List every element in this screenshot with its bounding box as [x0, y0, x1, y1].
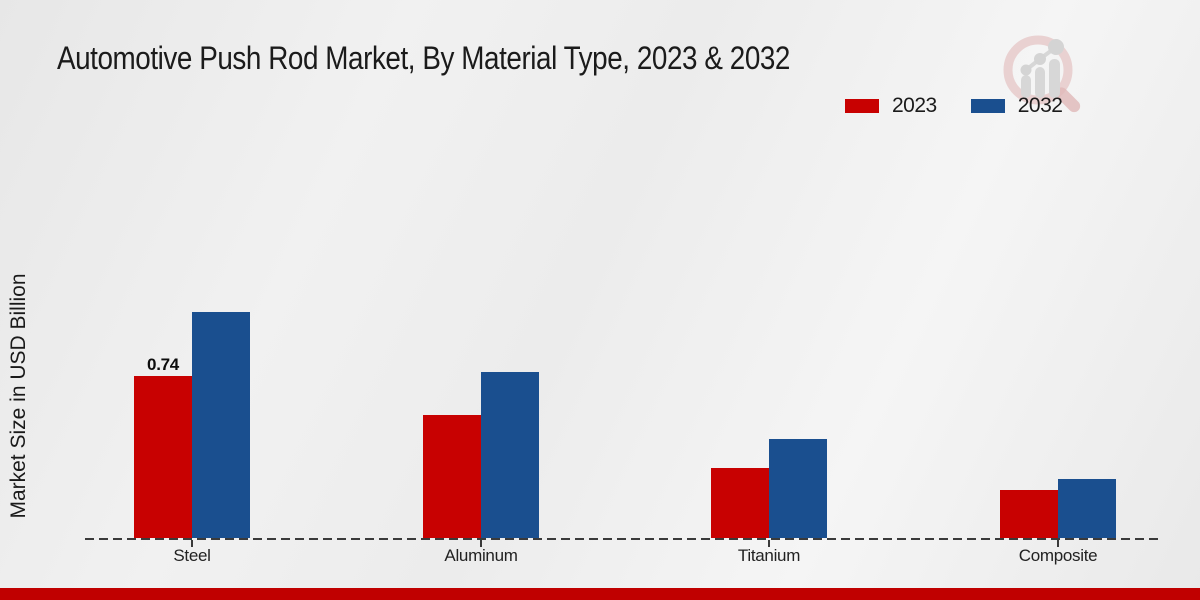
- chart-title: Automotive Push Rod Market, By Material …: [57, 40, 790, 76]
- bar-2023-steel: [134, 376, 192, 538]
- bar-2032-composite: [1058, 479, 1116, 538]
- legend-swatch-2032: [970, 99, 1005, 113]
- x-axis-tick: [768, 540, 770, 547]
- bar-2023-titanium: [711, 468, 769, 538]
- legend-item-2032: 2032: [970, 94, 1063, 118]
- x-axis-baseline: [85, 538, 1162, 540]
- bar-value-label-2023-steel: 0.74: [147, 355, 179, 374]
- category-label-aluminum: Aluminum: [444, 546, 518, 565]
- x-axis-tick: [480, 540, 482, 547]
- x-axis-tick: [191, 540, 193, 547]
- magnifier-bar-chart-logo-icon: [1003, 35, 1081, 113]
- bar-2032-titanium: [769, 439, 827, 538]
- bar-2032-steel: [192, 312, 250, 538]
- bar-2023-composite: [1000, 490, 1058, 538]
- x-axis-tick: [1057, 540, 1059, 547]
- legend-item-2023: 2023: [845, 94, 937, 118]
- legend-label: 2032: [1017, 94, 1063, 117]
- bar-2032-aluminum: [481, 372, 539, 538]
- legend-label: 2023: [892, 94, 937, 117]
- legend-swatch-2023: [845, 99, 879, 113]
- bar-2023-aluminum: [423, 415, 481, 538]
- category-label-composite: Composite: [1018, 546, 1098, 565]
- category-label-titanium: Titanium: [737, 546, 801, 565]
- legend: 2023 2032: [845, 94, 1063, 118]
- category-label-steel: Steel: [173, 546, 211, 565]
- bottom-accent-band: [0, 588, 1200, 600]
